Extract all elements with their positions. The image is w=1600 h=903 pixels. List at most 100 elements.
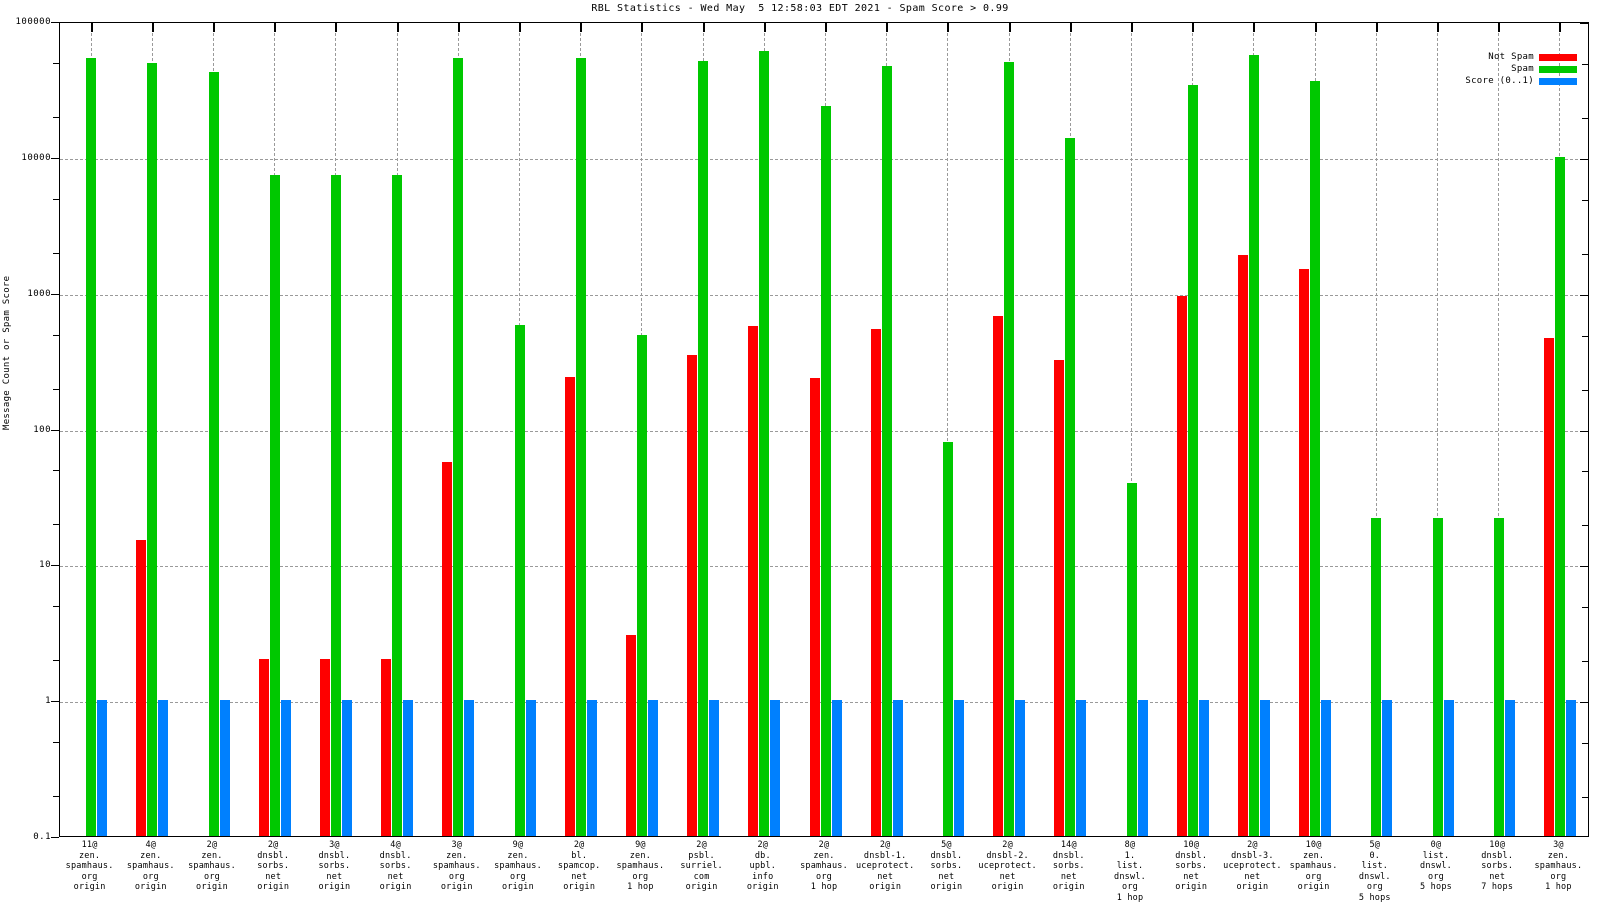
x-axis-label-line: 9@ — [494, 840, 542, 851]
x-axis-label-line: zen. — [66, 851, 114, 862]
legend-item[interactable]: Not Spam — [1427, 51, 1577, 63]
x-axis-top-tick — [764, 23, 766, 32]
bar-score — [1138, 700, 1148, 836]
bar-spam — [698, 61, 708, 836]
x-axis-top-tick — [152, 23, 154, 32]
x-axis-label-line: upbl. — [747, 861, 779, 872]
x-axis-label-line: sorbs. — [1481, 861, 1513, 872]
y-axis-minor-tick-right — [1582, 64, 1588, 65]
bar-score — [342, 700, 352, 836]
x-axis-label-line: dnsbl. — [1175, 851, 1207, 862]
x-axis-label-line: origin — [1290, 882, 1338, 893]
bar-spam — [576, 58, 586, 836]
plot-area — [60, 23, 1588, 836]
y-axis-minor-tick-right — [1582, 797, 1588, 798]
x-axis-label-line: org — [188, 872, 236, 883]
bar-score — [158, 700, 168, 836]
x-axis-label-line: info — [747, 872, 779, 883]
legend-swatch — [1539, 66, 1577, 73]
bar-score — [770, 700, 780, 836]
x-axis-label-line: 2@ — [800, 840, 848, 851]
x-axis-label-line: org — [1114, 882, 1146, 893]
bar-not-spam — [565, 377, 575, 836]
x-axis-label-line: dnsbl. — [318, 851, 350, 862]
bar-spam — [821, 106, 831, 836]
legend-label: Not Spam — [1488, 52, 1534, 62]
bar-not-spam — [1544, 338, 1554, 836]
bar-spam — [147, 63, 157, 836]
x-axis-label-line: 9@ — [616, 840, 664, 851]
x-axis-label-line: spamhaus. — [433, 861, 481, 872]
bar-spam — [1371, 518, 1381, 836]
x-axis-top-tick — [1559, 23, 1561, 32]
x-axis-label-line: spamhaus. — [1534, 861, 1582, 872]
x-axis-label-line: 2@ — [856, 840, 915, 851]
x-axis-label-line: net — [978, 872, 1037, 883]
bar-spam — [209, 72, 219, 836]
x-axis-label-line: origin — [1053, 882, 1085, 893]
x-axis-label-line: sorbs. — [380, 861, 412, 872]
y-axis-minor-tick-right — [1582, 336, 1588, 337]
x-axis-label-line: 2@ — [188, 840, 236, 851]
x-axis-label-line: sorbs. — [318, 861, 350, 872]
x-axis-label-line: 10@ — [1175, 840, 1207, 851]
x-axis-label-line: origin — [747, 882, 779, 893]
legend-item[interactable]: Spam — [1427, 63, 1577, 75]
y-tick-label: 100000 — [15, 17, 51, 27]
bar-not-spam — [320, 659, 330, 836]
x-axis-label-line: 2@ — [747, 840, 779, 851]
x-axis-label-line: db. — [747, 851, 779, 862]
bar-spam — [637, 335, 647, 836]
x-axis-label-line: sorbs. — [257, 861, 289, 872]
x-axis-label-line: origin — [558, 882, 601, 893]
x-axis-label-line: 4@ — [127, 840, 175, 851]
bar-score — [709, 700, 719, 836]
x-axis-label-line: spamhaus. — [616, 861, 664, 872]
x-axis-top-tick — [703, 23, 705, 32]
y-axis-tick-right — [1580, 23, 1588, 24]
x-axis-label-line: 2@ — [978, 840, 1037, 851]
bar-spam — [1249, 55, 1259, 836]
y-axis-minor-tick-right — [1582, 390, 1588, 391]
x-axis-label-line: 4@ — [380, 840, 412, 851]
x-axis-top-tick — [397, 23, 399, 32]
x-axis-label-line: spamhaus. — [800, 861, 848, 872]
legend-label: Score (0..1) — [1465, 76, 1534, 86]
x-axis-label-line: origin — [1223, 882, 1282, 893]
x-axis-label-line: spamhaus. — [1290, 861, 1338, 872]
x-axis-label-line: net — [558, 872, 601, 883]
x-axis-label-line: 1 hop — [800, 882, 848, 893]
legend-swatch — [1539, 54, 1577, 61]
bar-spam — [882, 66, 892, 836]
bar-not-spam — [1299, 269, 1309, 836]
y-axis-tick-right — [1580, 431, 1588, 432]
x-axis-label-line: sorbs. — [1175, 861, 1207, 872]
x-axis-label-line: dnsbl. — [1481, 851, 1513, 862]
x-axis-label-line: list. — [1114, 861, 1146, 872]
x-axis-label-line: org — [66, 872, 114, 883]
x-axis-label-line: uceprotect. — [856, 861, 915, 872]
bar-spam — [759, 51, 769, 836]
bar-not-spam — [626, 635, 636, 836]
x-axis-label-line: net — [318, 872, 350, 883]
x-axis-label-line: spamhaus. — [127, 861, 175, 872]
x-axis-label-line: zen. — [494, 851, 542, 862]
y-axis-tick — [51, 837, 59, 838]
x-axis-label-line: uceprotect. — [1223, 861, 1282, 872]
x-axis-label-line: 8@ — [1114, 840, 1146, 851]
bar-not-spam — [993, 316, 1003, 836]
bar-spam — [1065, 138, 1075, 836]
legend-item[interactable]: Score (0..1) — [1427, 75, 1577, 87]
x-axis-top-tick — [1498, 23, 1500, 32]
x-axis-top-tick — [335, 23, 337, 32]
